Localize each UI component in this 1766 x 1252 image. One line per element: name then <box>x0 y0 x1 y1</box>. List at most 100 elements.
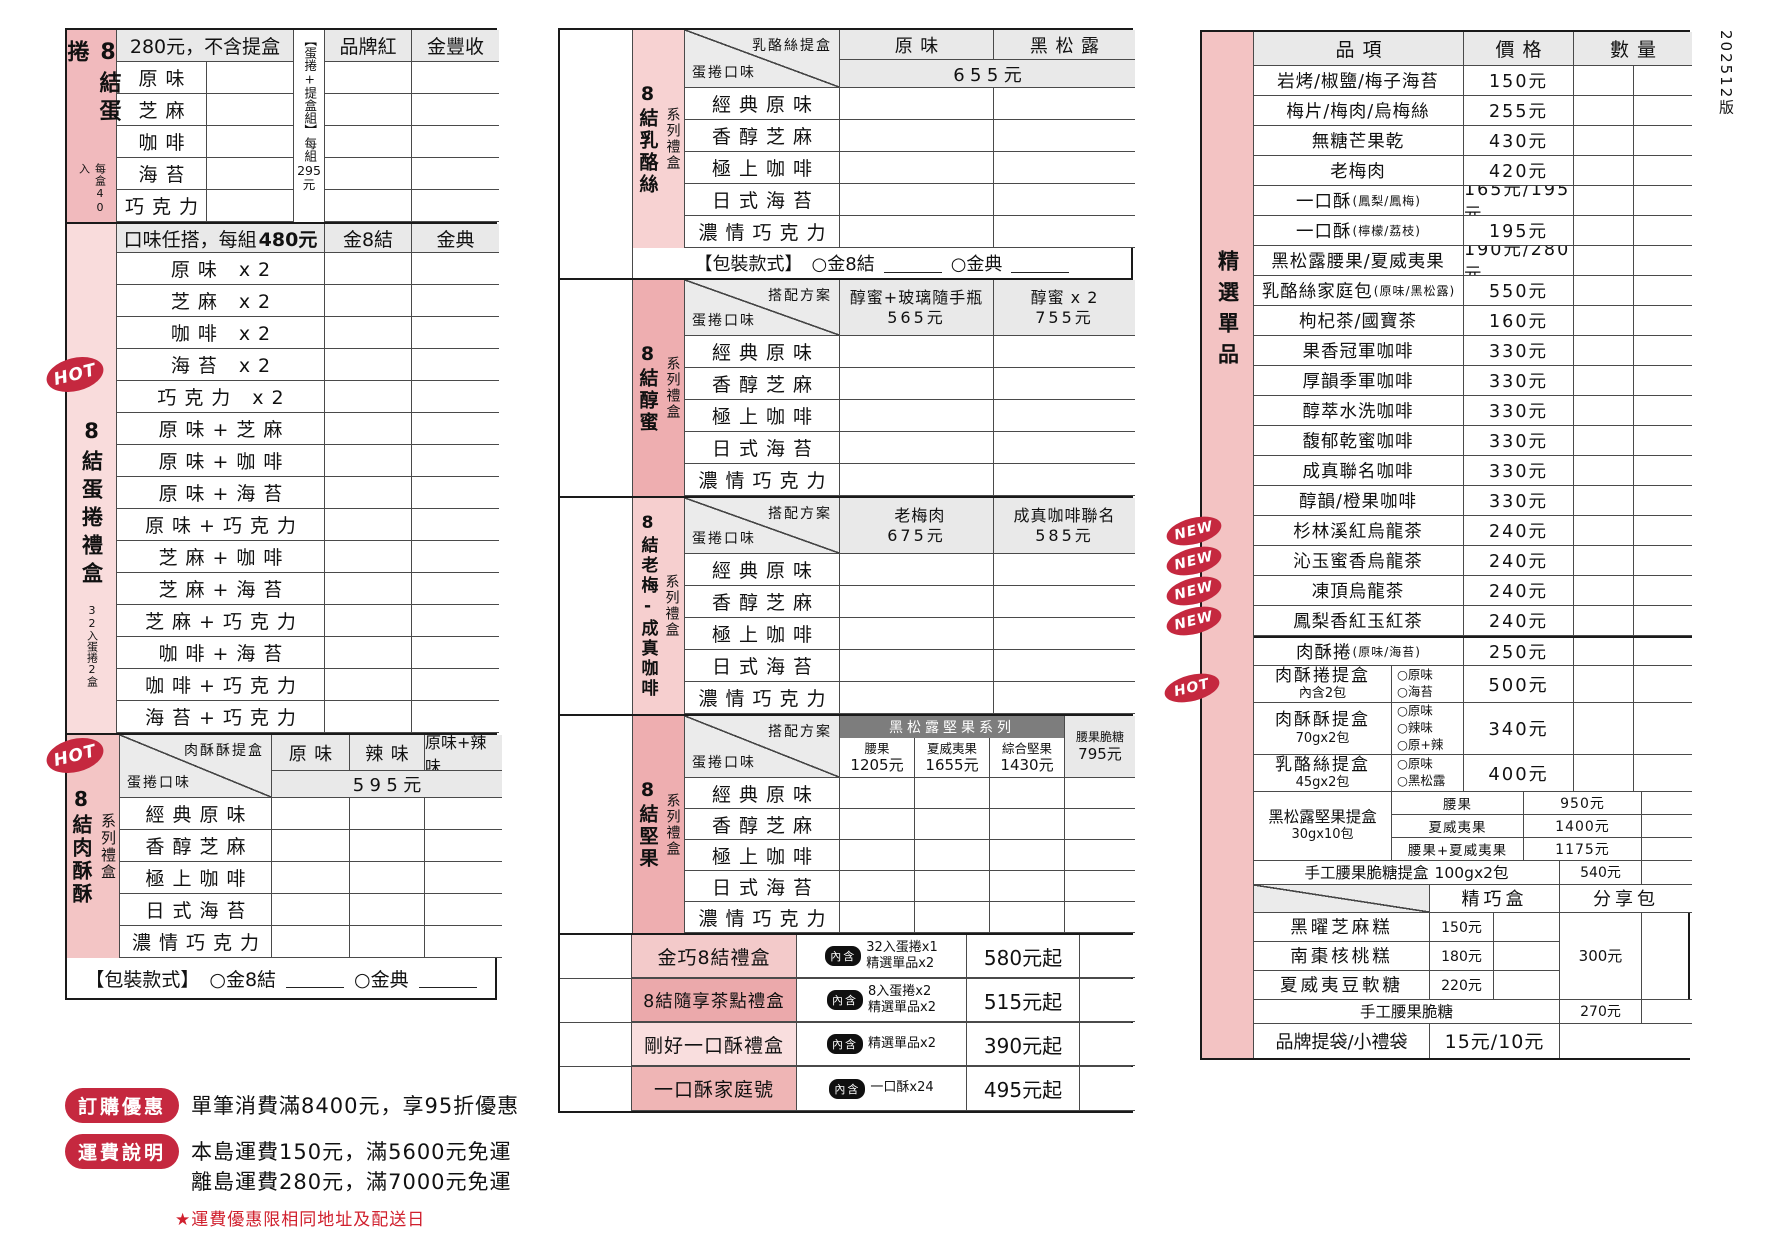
qty-cell[interactable] <box>994 682 1135 714</box>
flavor-options[interactable]: ○原味 ○黑松露 <box>1392 754 1464 792</box>
qty-cell[interactable] <box>840 682 994 714</box>
qty-cell[interactable] <box>1642 860 1692 885</box>
qty-cell[interactable] <box>272 862 350 894</box>
qty-cell[interactable] <box>325 605 412 637</box>
qty-cell[interactable] <box>1574 66 1634 96</box>
qty-cell[interactable] <box>840 216 994 248</box>
packing-option-gold8[interactable]: ○金8結 <box>209 968 277 991</box>
qty-cell[interactable] <box>1634 702 1692 755</box>
qty-cell[interactable] <box>994 586 1135 618</box>
qty-cell[interactable] <box>325 126 412 158</box>
qty-cell[interactable] <box>325 381 412 413</box>
qty-cell[interactable] <box>1574 396 1634 426</box>
qty-cell[interactable] <box>1642 999 1692 1024</box>
qty-cell[interactable] <box>1634 336 1692 366</box>
qty-cell[interactable] <box>325 669 412 701</box>
qty-cell[interactable] <box>207 158 294 190</box>
qty-cell[interactable] <box>350 894 425 926</box>
qty-cell[interactable] <box>325 477 412 509</box>
qty-cell[interactable] <box>207 94 294 126</box>
packing-option-gold8[interactable]: ○金8結 <box>811 254 875 275</box>
qty-cell[interactable] <box>840 586 994 618</box>
qty-cell[interactable] <box>425 830 502 862</box>
packing-option-goldclassic[interactable]: ○金典 <box>950 254 1003 275</box>
qty-cell[interactable] <box>1574 126 1634 156</box>
qty-cell[interactable] <box>272 926 350 958</box>
qty-cell[interactable] <box>1574 606 1634 636</box>
qty-cell[interactable] <box>325 349 412 381</box>
qty-cell[interactable] <box>1634 396 1692 426</box>
qty-cell[interactable] <box>915 871 990 902</box>
qty-cell[interactable] <box>412 94 499 126</box>
qty-cell[interactable] <box>994 554 1135 586</box>
qty-cell[interactable] <box>325 190 412 222</box>
qty-cell[interactable] <box>412 701 499 733</box>
qty-cell[interactable] <box>1574 754 1634 792</box>
qty-cell[interactable] <box>412 477 499 509</box>
qty-cell[interactable] <box>412 317 499 349</box>
qty-cell[interactable] <box>1634 156 1692 186</box>
qty-cell[interactable] <box>325 62 412 94</box>
qty-cell[interactable] <box>325 509 412 541</box>
qty-cell[interactable] <box>840 184 994 216</box>
qty-cell[interactable] <box>990 902 1065 933</box>
qty-cell[interactable] <box>915 778 990 809</box>
qty-cell[interactable] <box>1574 276 1634 306</box>
qty-cell[interactable] <box>1574 216 1634 246</box>
qty-cell[interactable] <box>1574 426 1634 456</box>
qty-cell[interactable] <box>915 902 990 933</box>
qty-cell[interactable] <box>207 126 294 158</box>
qty-cell[interactable] <box>840 400 994 432</box>
qty-cell[interactable] <box>1494 941 1560 971</box>
qty-cell[interactable] <box>412 62 499 94</box>
qty-cell[interactable] <box>1574 666 1634 703</box>
qty-cell[interactable] <box>1634 666 1692 703</box>
qty-cell[interactable] <box>1080 979 1135 1022</box>
qty-cell[interactable] <box>1634 456 1692 486</box>
qty-cell[interactable] <box>325 637 412 669</box>
qty-cell[interactable] <box>990 840 1065 871</box>
qty-cell[interactable] <box>1642 913 1692 1000</box>
qty-cell[interactable] <box>994 216 1135 248</box>
qty-cell[interactable] <box>1634 246 1692 276</box>
qty-cell[interactable] <box>272 798 350 830</box>
qty-cell[interactable] <box>915 840 990 871</box>
qty-cell[interactable] <box>1574 366 1634 396</box>
qty-cell[interactable] <box>412 637 499 669</box>
qty-cell[interactable] <box>1574 246 1634 276</box>
qty-cell[interactable] <box>412 285 499 317</box>
qty-cell[interactable] <box>412 381 499 413</box>
qty-cell[interactable] <box>325 253 412 285</box>
qty-cell[interactable] <box>325 701 412 733</box>
qty-cell[interactable] <box>1634 66 1692 96</box>
qty-cell[interactable] <box>425 894 502 926</box>
qty-cell[interactable] <box>840 840 915 871</box>
qty-cell[interactable] <box>1574 638 1634 666</box>
qty-cell[interactable] <box>840 554 994 586</box>
qty-cell[interactable] <box>1574 186 1634 216</box>
qty-cell[interactable] <box>1634 96 1692 126</box>
qty-cell[interactable] <box>994 464 1135 496</box>
packing-blank[interactable] <box>286 968 345 988</box>
qty-cell[interactable] <box>1574 702 1634 755</box>
qty-cell[interactable] <box>994 152 1135 184</box>
qty-cell[interactable] <box>1574 486 1634 516</box>
qty-cell[interactable] <box>350 798 425 830</box>
qty-cell[interactable] <box>1634 638 1692 666</box>
qty-cell[interactable] <box>325 94 412 126</box>
qty-cell[interactable] <box>412 669 499 701</box>
qty-cell[interactable] <box>1634 126 1692 156</box>
qty-cell[interactable] <box>840 902 915 933</box>
qty-cell[interactable] <box>1642 837 1692 861</box>
qty-cell[interactable] <box>325 541 412 573</box>
qty-cell[interactable] <box>994 400 1135 432</box>
qty-cell[interactable] <box>412 413 499 445</box>
qty-cell[interactable] <box>1634 366 1692 396</box>
qty-cell[interactable] <box>1065 809 1135 840</box>
flavor-options[interactable]: ○原味 ○海苔 <box>1392 666 1464 703</box>
qty-cell[interactable] <box>1574 516 1634 546</box>
qty-cell[interactable] <box>1574 306 1634 336</box>
qty-cell[interactable] <box>412 445 499 477</box>
qty-cell[interactable] <box>1574 456 1634 486</box>
qty-cell[interactable] <box>1634 754 1692 792</box>
